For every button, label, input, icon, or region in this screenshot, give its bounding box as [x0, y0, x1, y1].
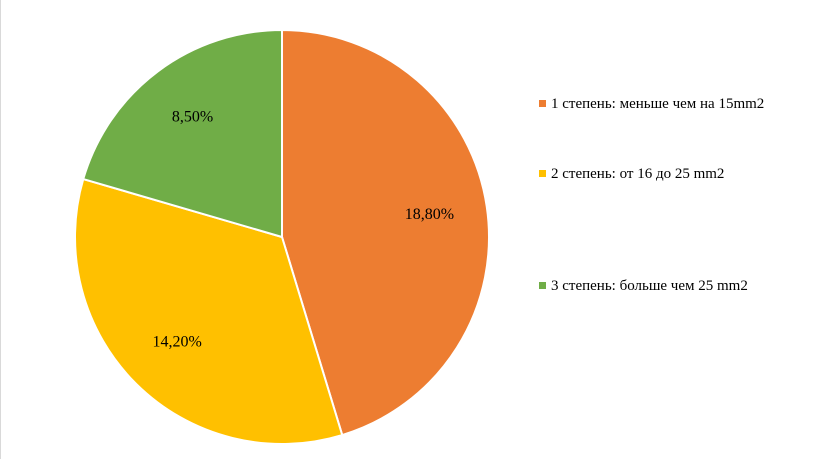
pie-slice-2 [74, 177, 344, 445]
legend-item-1: 1 степень: меньше чем на 15mm2 [539, 94, 809, 114]
legend-swatch-1 [539, 100, 546, 107]
data-label-2: 14,20% [153, 334, 202, 351]
legend-swatch-2 [539, 170, 546, 177]
legend: 1 степень: меньше чем на 15mm2 2 степень… [539, 94, 809, 346]
legend-label-2: 2 степень: от 16 до 25 mm2 [551, 166, 725, 182]
data-label-3: 8,50% [172, 108, 213, 125]
data-label-1: 18,80% [405, 206, 454, 223]
legend-label-3: 3 степень: больше чем 25 mm2 [551, 278, 748, 294]
pie-data-labels: 18,80% 14,20% 8,50% [153, 108, 455, 350]
legend-item-2: 2 степень: от 16 до 25 mm2 [539, 164, 809, 184]
pie-slice-3 [82, 28, 283, 239]
legend-label-1: 1 степень: меньше чем на 15mm2 [551, 96, 765, 112]
legend-swatch-3 [539, 282, 546, 289]
legend-item-3: 3 степень: больше чем 25 mm2 [539, 276, 809, 296]
pie-slice-1 [281, 28, 490, 437]
pie-slices [74, 28, 490, 445]
